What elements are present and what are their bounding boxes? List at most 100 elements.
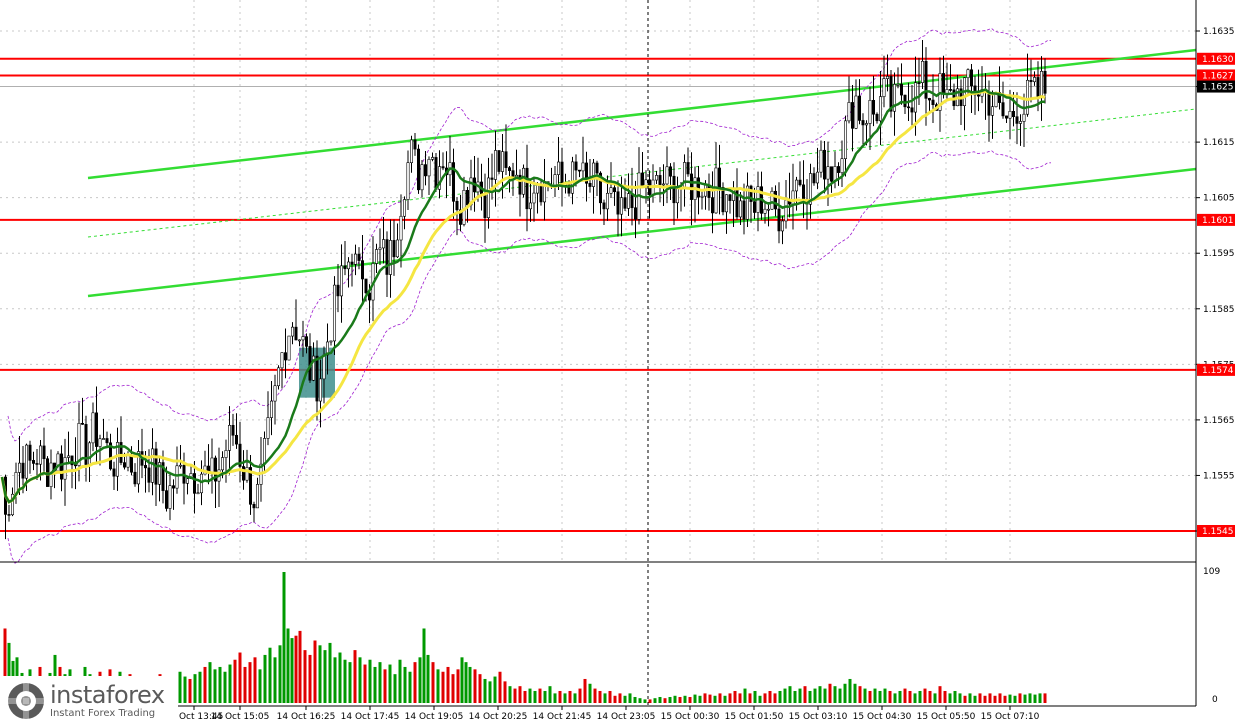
candle-body — [123, 462, 127, 468]
volume-bar — [508, 686, 512, 703]
candle-body — [1001, 102, 1005, 117]
candle-body — [84, 424, 88, 465]
candle-body — [7, 514, 11, 516]
volume-bar — [898, 690, 902, 703]
volume-bar — [328, 642, 332, 703]
candle-body — [836, 166, 840, 173]
channel-upper-line — [87, 48, 1197, 180]
candle-body — [808, 173, 812, 205]
volume-bar — [228, 664, 232, 703]
candle-body — [105, 438, 109, 444]
volume-bar — [958, 693, 962, 703]
volume-bar — [193, 674, 197, 703]
volume-bar — [858, 686, 862, 703]
price-level-label: 1.1574 — [1202, 366, 1234, 376]
candle-body — [297, 339, 301, 342]
candle-body — [493, 150, 497, 180]
volume-bar — [583, 678, 587, 703]
volume-bar — [673, 695, 677, 703]
volume-bar — [988, 693, 992, 703]
candle-body — [605, 192, 609, 210]
volume-bar — [973, 695, 977, 703]
candle-body — [941, 73, 945, 94]
time-tick-label: 15 Oct 00:30 — [661, 712, 720, 722]
volume-bar — [441, 671, 445, 703]
candle-body — [402, 199, 406, 217]
volume-bar — [373, 666, 377, 703]
candle-body — [70, 455, 74, 466]
volume-bar — [282, 572, 286, 703]
volume-bar — [533, 690, 537, 703]
candle-body — [353, 253, 357, 265]
candle-body — [88, 442, 92, 465]
candle-body — [301, 336, 305, 341]
time-tick-label: 14 Oct 21:45 — [533, 712, 592, 722]
volume-bar — [758, 695, 762, 703]
volume-bar — [913, 693, 917, 703]
price-tick-label: 1.1615 — [1203, 138, 1235, 148]
volume-bar — [513, 688, 517, 703]
candle-body — [1036, 77, 1040, 97]
time-tick-label: 14 Oct 19:05 — [405, 712, 464, 722]
volume-bar — [738, 693, 742, 703]
candle-body — [91, 412, 95, 444]
volume-bar — [833, 686, 837, 703]
candle-body — [196, 492, 200, 495]
volume-bar — [653, 698, 657, 703]
volume-bar — [468, 666, 472, 703]
price-levels — [0, 57, 1196, 532]
candle-body — [528, 202, 532, 210]
candle-body — [854, 95, 858, 129]
candle-body — [843, 120, 847, 159]
candle-body — [200, 473, 204, 494]
candle-body — [304, 336, 308, 347]
candle-body — [966, 69, 970, 79]
candle-body — [168, 485, 172, 509]
volume-bar — [613, 695, 617, 703]
volume-tick-label: 109 — [1203, 567, 1220, 577]
candle-body — [1022, 113, 1026, 122]
volume-bar — [698, 695, 702, 703]
candle-body — [829, 166, 833, 182]
fast-moving-average — [0, 88, 1045, 504]
volume-bar — [436, 669, 440, 703]
volume-bar — [503, 681, 507, 703]
volume-bar — [658, 696, 662, 703]
volume-bar — [688, 696, 692, 703]
volume-bar — [598, 690, 602, 703]
envelope-upper-band — [7, 27, 1052, 442]
candle-body — [889, 76, 893, 112]
volume-bar — [868, 690, 872, 703]
candle-body — [777, 208, 781, 232]
candle-body — [780, 220, 784, 232]
volume-bar — [578, 688, 582, 703]
candle-body — [696, 177, 700, 198]
volume-bar — [243, 666, 247, 703]
volume-bar — [978, 693, 982, 703]
candle-body — [399, 215, 403, 241]
candle-body — [822, 149, 826, 180]
volume-bar — [378, 662, 382, 703]
candle-body — [507, 167, 511, 171]
candle-body — [640, 172, 644, 188]
volume-bar — [1028, 693, 1032, 703]
candle-body — [378, 247, 382, 250]
candle-body — [276, 367, 280, 387]
candle-body — [875, 113, 879, 122]
candle-body — [815, 171, 819, 184]
current-price-label: 1.1625 — [1202, 83, 1234, 93]
envelope-lower-band — [7, 150, 1051, 564]
candle-body — [868, 99, 872, 124]
candle-body — [924, 60, 928, 99]
volume-bar — [7, 642, 11, 703]
volume-bar — [568, 690, 572, 703]
volume-bar — [286, 628, 290, 703]
volume-bar — [348, 662, 352, 703]
volume-bar — [638, 698, 642, 703]
candle-body — [770, 190, 774, 210]
candle-body — [906, 106, 910, 109]
volume-bar — [993, 695, 997, 703]
candle-body — [406, 162, 410, 200]
candle-body — [441, 166, 445, 169]
